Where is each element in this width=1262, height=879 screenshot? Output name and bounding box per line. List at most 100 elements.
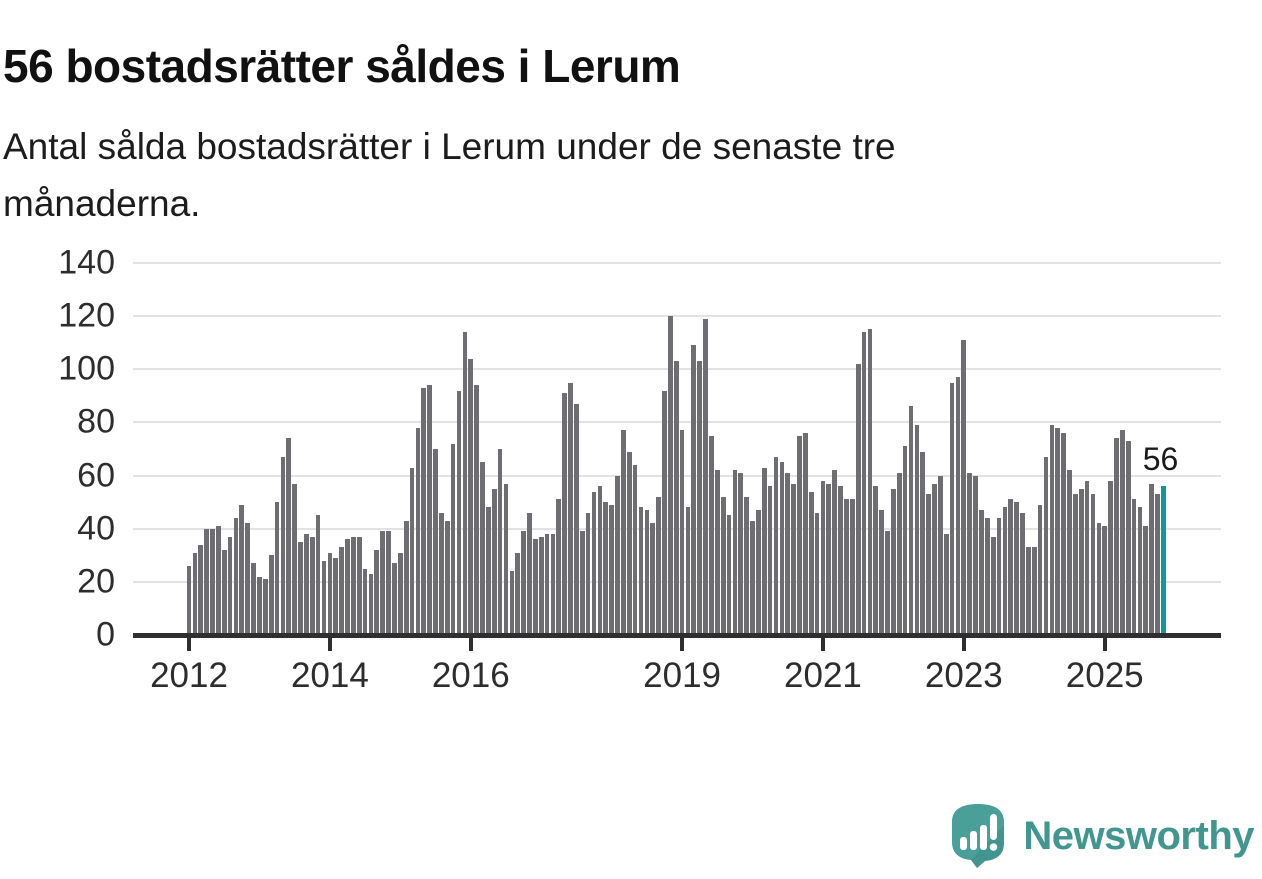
bar-month-62 <box>550 534 556 636</box>
bar-month-80 <box>656 496 661 636</box>
bar-month-138 <box>996 518 1002 636</box>
bar-month-24 <box>327 552 333 636</box>
bar-month-98 <box>761 467 767 636</box>
bar-month-46 <box>456 390 462 636</box>
bar-month-95 <box>744 496 749 636</box>
bar-month-10 <box>245 523 251 636</box>
bar-month-13 <box>262 579 268 636</box>
bar-month-73 <box>615 475 620 636</box>
bar-month-130 <box>949 382 955 636</box>
bar-month-40 <box>421 387 427 636</box>
bar-month-56 <box>515 552 521 636</box>
bar-month-101 <box>779 462 785 636</box>
y-axis-label-60: 60 <box>77 456 115 495</box>
bar-month-43 <box>439 512 444 636</box>
x-axis-tick-2016 <box>468 638 473 651</box>
bar-month-142 <box>1020 512 1025 636</box>
bar-month-103 <box>791 483 796 636</box>
bar-month-7 <box>227 536 233 636</box>
bar-month-147 <box>1049 425 1055 636</box>
bar-month-161 <box>1131 499 1137 636</box>
bar-month-66 <box>574 403 579 636</box>
bar-month-93 <box>732 470 738 636</box>
bar-month-108 <box>820 480 826 636</box>
bar-month-78 <box>644 510 650 636</box>
bar-month-117 <box>873 486 879 636</box>
bar-month-49 <box>474 385 479 636</box>
bar-month-114 <box>855 363 861 636</box>
x-axis-label-2019: 2019 <box>643 656 722 695</box>
bar-month-129 <box>943 534 949 636</box>
bar-month-97 <box>756 510 761 636</box>
bar-month-31 <box>368 573 374 636</box>
bar-month-156 <box>1102 526 1108 636</box>
bar-month-89 <box>709 435 714 636</box>
bar-month-152 <box>1078 488 1084 636</box>
bar-month-60 <box>538 536 544 636</box>
bar-month-127 <box>932 483 937 636</box>
bar-month-94 <box>738 472 744 636</box>
bar-month-146 <box>1043 456 1049 636</box>
bar-month-104 <box>797 435 802 636</box>
bar-month-86 <box>691 345 697 636</box>
bar-month-143 <box>1026 547 1031 636</box>
x-axis-label-2021: 2021 <box>784 656 862 695</box>
bar-month-68 <box>585 512 591 636</box>
bar-month-47 <box>462 332 468 636</box>
highlighted-bar-latest <box>1161 486 1166 636</box>
bar-month-18 <box>292 483 297 636</box>
bar-month-53 <box>497 449 503 636</box>
bar-month-159 <box>1119 430 1125 636</box>
highlight-value-annotation: 56 <box>1142 441 1179 478</box>
bar-month-14 <box>268 555 274 636</box>
bar-month-21 <box>309 536 315 636</box>
bar-month-6 <box>221 549 227 636</box>
gridline-y-120 <box>133 315 1221 318</box>
bar-month-39 <box>415 427 421 636</box>
bar-month-63 <box>556 499 562 636</box>
bar-month-52 <box>491 488 497 636</box>
bar-month-74 <box>621 430 626 636</box>
bar-month-149 <box>1061 433 1066 636</box>
x-axis-tick-2023 <box>961 638 966 651</box>
bar-month-145 <box>1037 504 1043 636</box>
bar-month-164 <box>1149 483 1155 636</box>
bar-month-9 <box>239 504 245 636</box>
bar-month-58 <box>527 512 532 636</box>
bar-month-11 <box>251 563 256 636</box>
x-axis-tick-2019 <box>680 638 685 651</box>
x-axis-label-2012: 2012 <box>150 656 228 695</box>
bar-month-125 <box>920 451 926 636</box>
bar-month-87 <box>697 361 703 636</box>
bar-month-65 <box>568 382 573 636</box>
bar-month-72 <box>609 504 614 636</box>
bar-month-107 <box>814 512 820 636</box>
bar-month-92 <box>726 515 732 636</box>
y-axis-label-120: 120 <box>58 296 115 335</box>
bar-month-0 <box>186 565 192 636</box>
bar-month-48 <box>468 358 474 636</box>
brand-footer: Newsworthy <box>947 803 1254 869</box>
bar-month-77 <box>638 507 644 636</box>
x-axis-line <box>133 633 1221 638</box>
bar-month-154 <box>1090 494 1096 636</box>
bar-month-34 <box>386 531 391 636</box>
bar-month-158 <box>1114 438 1119 636</box>
newsworthy-logo-icon <box>947 803 1009 869</box>
y-axis-label-0: 0 <box>96 615 115 654</box>
bar-month-90 <box>714 470 720 636</box>
bar-month-69 <box>591 491 597 636</box>
bar-month-85 <box>685 507 691 636</box>
bar-month-135 <box>979 510 984 636</box>
x-axis-label-2023: 2023 <box>924 656 1003 695</box>
bar-month-140 <box>1008 499 1014 636</box>
bar-month-96 <box>750 520 755 636</box>
bar-month-124 <box>914 425 920 636</box>
bar-month-50 <box>480 462 485 636</box>
chart-subtitle: Antal sålda bostadsrätter i Lerum under … <box>3 118 1248 233</box>
bar-month-55 <box>509 571 515 636</box>
bar-month-42 <box>433 449 438 636</box>
bar-month-79 <box>650 523 656 636</box>
bar-month-19 <box>298 542 303 636</box>
